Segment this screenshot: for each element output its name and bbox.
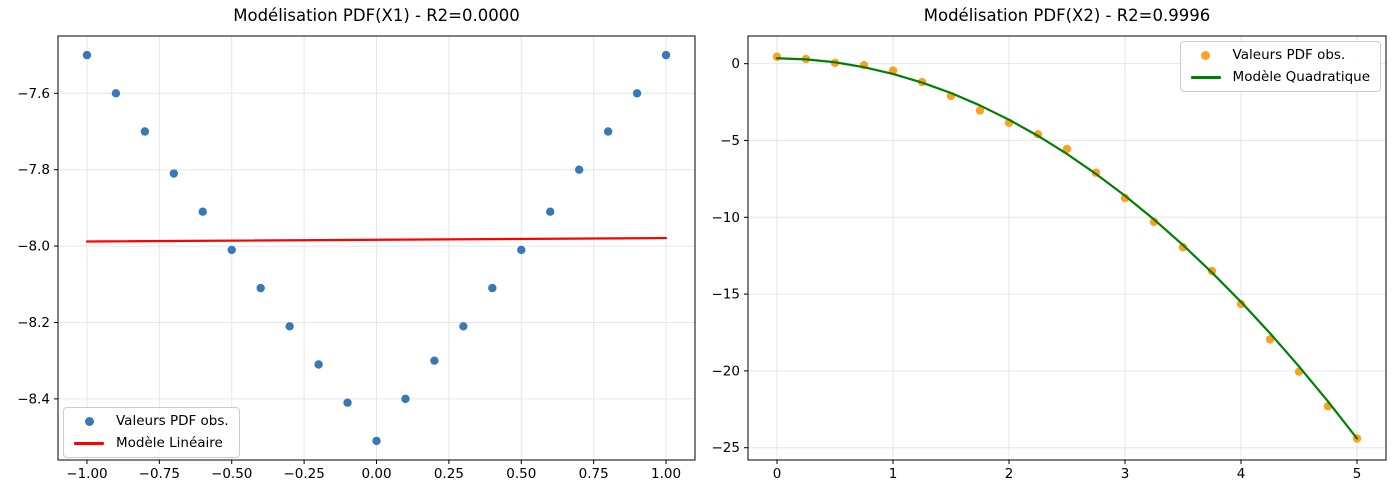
legend-handle — [71, 417, 107, 426]
svg-text:0: 0 — [773, 466, 782, 482]
svg-text:−1.00: −1.00 — [66, 466, 107, 482]
svg-text:−25: −25 — [712, 440, 741, 456]
svg-text:0: 0 — [731, 56, 740, 72]
svg-text:−5: −5 — [720, 133, 740, 149]
legend-label: Modèle Linéaire — [116, 435, 223, 451]
chart1-legend-item-linear-model: Modèle Linéaire — [71, 435, 229, 452]
chart1-legend-item-observed: Valeurs PDF obs. — [71, 413, 229, 430]
chart2-legend-item-quadratic-model: Modèle Quadratique — [1188, 69, 1370, 86]
scatter-dot-icon — [1201, 51, 1211, 60]
svg-text:−15: −15 — [712, 287, 741, 303]
legend-label: Valeurs PDF obs. — [1232, 47, 1346, 63]
svg-text:−7.6: −7.6 — [17, 86, 50, 102]
scatter-dot-icon — [84, 417, 94, 426]
legend-handle — [71, 442, 107, 445]
svg-text:4: 4 — [1237, 466, 1246, 482]
chart2-title: Modélisation PDF(X2) - R2=0.9996 — [923, 6, 1211, 25]
svg-text:−8.4: −8.4 — [17, 391, 50, 407]
chart1-legend: Valeurs PDF obs. Modèle Linéaire — [63, 407, 240, 458]
line-sample-icon — [74, 442, 104, 445]
line-sample-icon — [1190, 76, 1221, 79]
svg-text:−0.75: −0.75 — [139, 466, 180, 482]
svg-text:−0.25: −0.25 — [283, 466, 324, 482]
svg-text:1.00: 1.00 — [651, 466, 681, 482]
legend-handle — [1188, 76, 1224, 79]
svg-text:−8.2: −8.2 — [17, 315, 50, 331]
chart1-title: Modélisation PDF(X1) - R2=0.0000 — [233, 6, 520, 25]
svg-text:5: 5 — [1353, 466, 1362, 482]
svg-text:−10: −10 — [712, 210, 741, 226]
svg-text:−8.0: −8.0 — [17, 239, 50, 255]
svg-text:0.25: 0.25 — [434, 466, 464, 482]
legend-handle — [1188, 51, 1224, 60]
chart2-legend-item-observed: Valeurs PDF obs. — [1188, 47, 1370, 64]
svg-text:−7.8: −7.8 — [17, 162, 50, 178]
legend-label: Valeurs PDF obs. — [116, 413, 229, 429]
legend-label: Modèle Quadratique — [1232, 69, 1370, 85]
chart2-legend: Valeurs PDF obs. Modèle Quadratique — [1179, 41, 1381, 92]
svg-text:0.50: 0.50 — [506, 466, 536, 482]
svg-text:−0.50: −0.50 — [211, 466, 252, 482]
svg-text:1: 1 — [889, 466, 898, 482]
svg-text:2: 2 — [1005, 466, 1014, 482]
svg-text:3: 3 — [1121, 466, 1130, 482]
svg-text:0.00: 0.00 — [361, 466, 391, 482]
svg-text:−20: −20 — [712, 363, 741, 379]
svg-text:0.75: 0.75 — [579, 466, 609, 482]
